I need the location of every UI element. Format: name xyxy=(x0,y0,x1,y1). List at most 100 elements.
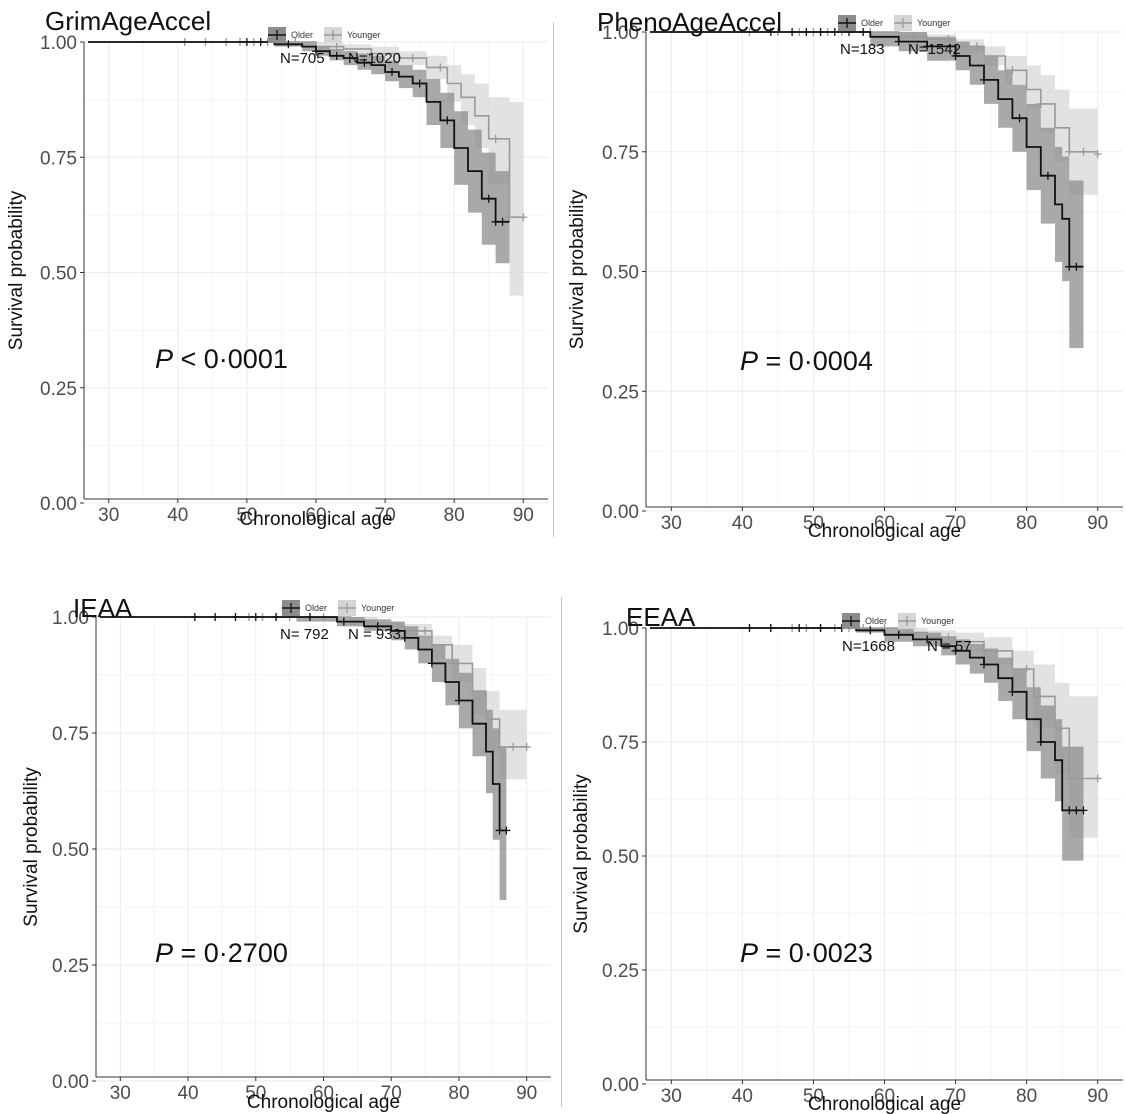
p-value-symbol: P xyxy=(740,346,758,376)
censor-mark-older xyxy=(766,28,775,36)
x-tick-label: 60 xyxy=(874,513,895,534)
censor-mark-older xyxy=(1043,171,1052,180)
censor-mark-younger xyxy=(1093,150,1102,159)
p-value: P < 0·0001 xyxy=(155,344,288,374)
p-value: P = 0·0004 xyxy=(740,346,873,376)
y-tick-label: 1.00 xyxy=(52,608,89,629)
censor-mark-younger xyxy=(972,42,981,51)
censor-mark-older xyxy=(211,613,220,621)
censor-mark-older xyxy=(923,42,932,51)
y-tick-label: 0.75 xyxy=(52,724,89,745)
legend: Older Younger xyxy=(282,600,394,616)
legend-label-older: Older xyxy=(291,30,313,40)
p-value: P = 0·2700 xyxy=(155,938,288,968)
censor-mark-older xyxy=(1036,738,1045,746)
p-value-text: = 0·2700 xyxy=(173,938,288,968)
x-tick-label: 70 xyxy=(375,505,396,526)
censor-mark-younger xyxy=(522,742,531,751)
censor-mark-older xyxy=(1008,687,1017,696)
censor-mark-older xyxy=(1072,806,1081,815)
n-label: N=1542 xyxy=(908,41,961,58)
y-tick-label: 0.25 xyxy=(602,961,639,982)
censor-mark-older xyxy=(894,37,903,46)
y-tick-label: 0.00 xyxy=(40,494,77,515)
censor-mark-older xyxy=(491,217,500,226)
censor-mark-younger xyxy=(408,54,417,63)
censor-mark-younger xyxy=(1079,147,1088,156)
x-tick-label: 80 xyxy=(448,1083,469,1104)
x-tick-label: 70 xyxy=(945,513,966,534)
legend: Older Younger xyxy=(842,613,954,629)
divider-bottom xyxy=(561,597,562,1107)
censor-mark-older xyxy=(339,617,348,626)
censor-mark-older xyxy=(373,622,382,631)
censor-mark-older xyxy=(951,51,960,60)
censor-mark-older xyxy=(1065,262,1074,271)
survival-curve-younger xyxy=(650,627,1098,780)
censor-mark-younger xyxy=(505,213,514,222)
x-tick-label: 40 xyxy=(732,513,753,534)
censor-mark-older xyxy=(766,624,775,632)
x-tick-label: 60 xyxy=(305,505,326,526)
censor-mark-older xyxy=(816,624,825,632)
x-tick-label: 30 xyxy=(661,1086,682,1107)
panel-title: GrimAgeAccel xyxy=(45,6,211,36)
x-tick-label: 40 xyxy=(167,505,188,526)
x-tick-label: 80 xyxy=(1016,513,1037,534)
p-value-symbol: P xyxy=(155,938,173,968)
censor-mark-older xyxy=(788,28,797,36)
censor-mark-younger xyxy=(1065,774,1074,783)
censor-mark-older xyxy=(979,75,988,84)
x-tick-label: 70 xyxy=(945,1086,966,1107)
legend-label-younger: Younger xyxy=(361,603,394,613)
censor-mark-older xyxy=(443,116,452,125)
survival-curve-older xyxy=(650,31,1084,268)
y-tick-label: 0.00 xyxy=(52,1072,89,1093)
censor-mark-older xyxy=(190,613,199,621)
x-tick-label: 50 xyxy=(803,1086,824,1107)
censor-mark-older xyxy=(498,217,507,226)
y-tick-label: 0.75 xyxy=(602,143,639,164)
n-label: N= 792 xyxy=(280,626,329,643)
censor-mark-older xyxy=(388,67,396,76)
y-axis-label: Survival probability xyxy=(6,190,27,350)
divider-top xyxy=(553,22,554,537)
censor-mark-younger xyxy=(436,63,445,72)
y-tick-label: 0.75 xyxy=(40,148,77,169)
y-tick-label: 0.00 xyxy=(602,502,639,523)
x-tick-label: 30 xyxy=(661,513,682,534)
censor-mark-younger xyxy=(1008,66,1017,75)
censor-mark-older xyxy=(1079,806,1088,815)
censor-mark-younger xyxy=(979,646,988,655)
censor-mark-older xyxy=(454,696,463,705)
x-tick-label: 90 xyxy=(1087,513,1108,534)
y-axis-label: Survival probability xyxy=(571,774,592,934)
y-tick-label: 0.25 xyxy=(602,382,639,403)
y-tick-label: 0.75 xyxy=(602,733,639,754)
x-tick-label: 50 xyxy=(803,513,824,534)
p-value-symbol: P xyxy=(155,344,173,374)
censor-mark-older xyxy=(400,633,409,642)
censor-mark-older xyxy=(745,624,754,632)
legend: Older Younger xyxy=(268,27,380,43)
n-label: N=705 xyxy=(280,50,325,67)
censor-mark-older xyxy=(272,613,281,621)
censor-mark-older xyxy=(242,38,251,46)
x-tick-label: 40 xyxy=(177,1083,198,1104)
panel-title: PhenoAgeAccel xyxy=(597,7,782,37)
censor-mark-younger xyxy=(509,742,518,751)
censor-mark-older xyxy=(251,613,260,621)
p-value-text: < 0·0001 xyxy=(173,344,288,374)
n-label: N=183 xyxy=(840,41,885,58)
y-tick-label: 0.25 xyxy=(40,379,77,400)
legend-label-older: Older xyxy=(305,603,327,613)
panel-title: IEAA xyxy=(73,593,133,623)
censor-mark-younger xyxy=(394,622,402,631)
censor-mark-older xyxy=(495,826,504,835)
censor-mark-older xyxy=(312,47,320,56)
censor-mark-older xyxy=(360,58,369,67)
x-axis-label: Chronological age xyxy=(808,521,961,542)
